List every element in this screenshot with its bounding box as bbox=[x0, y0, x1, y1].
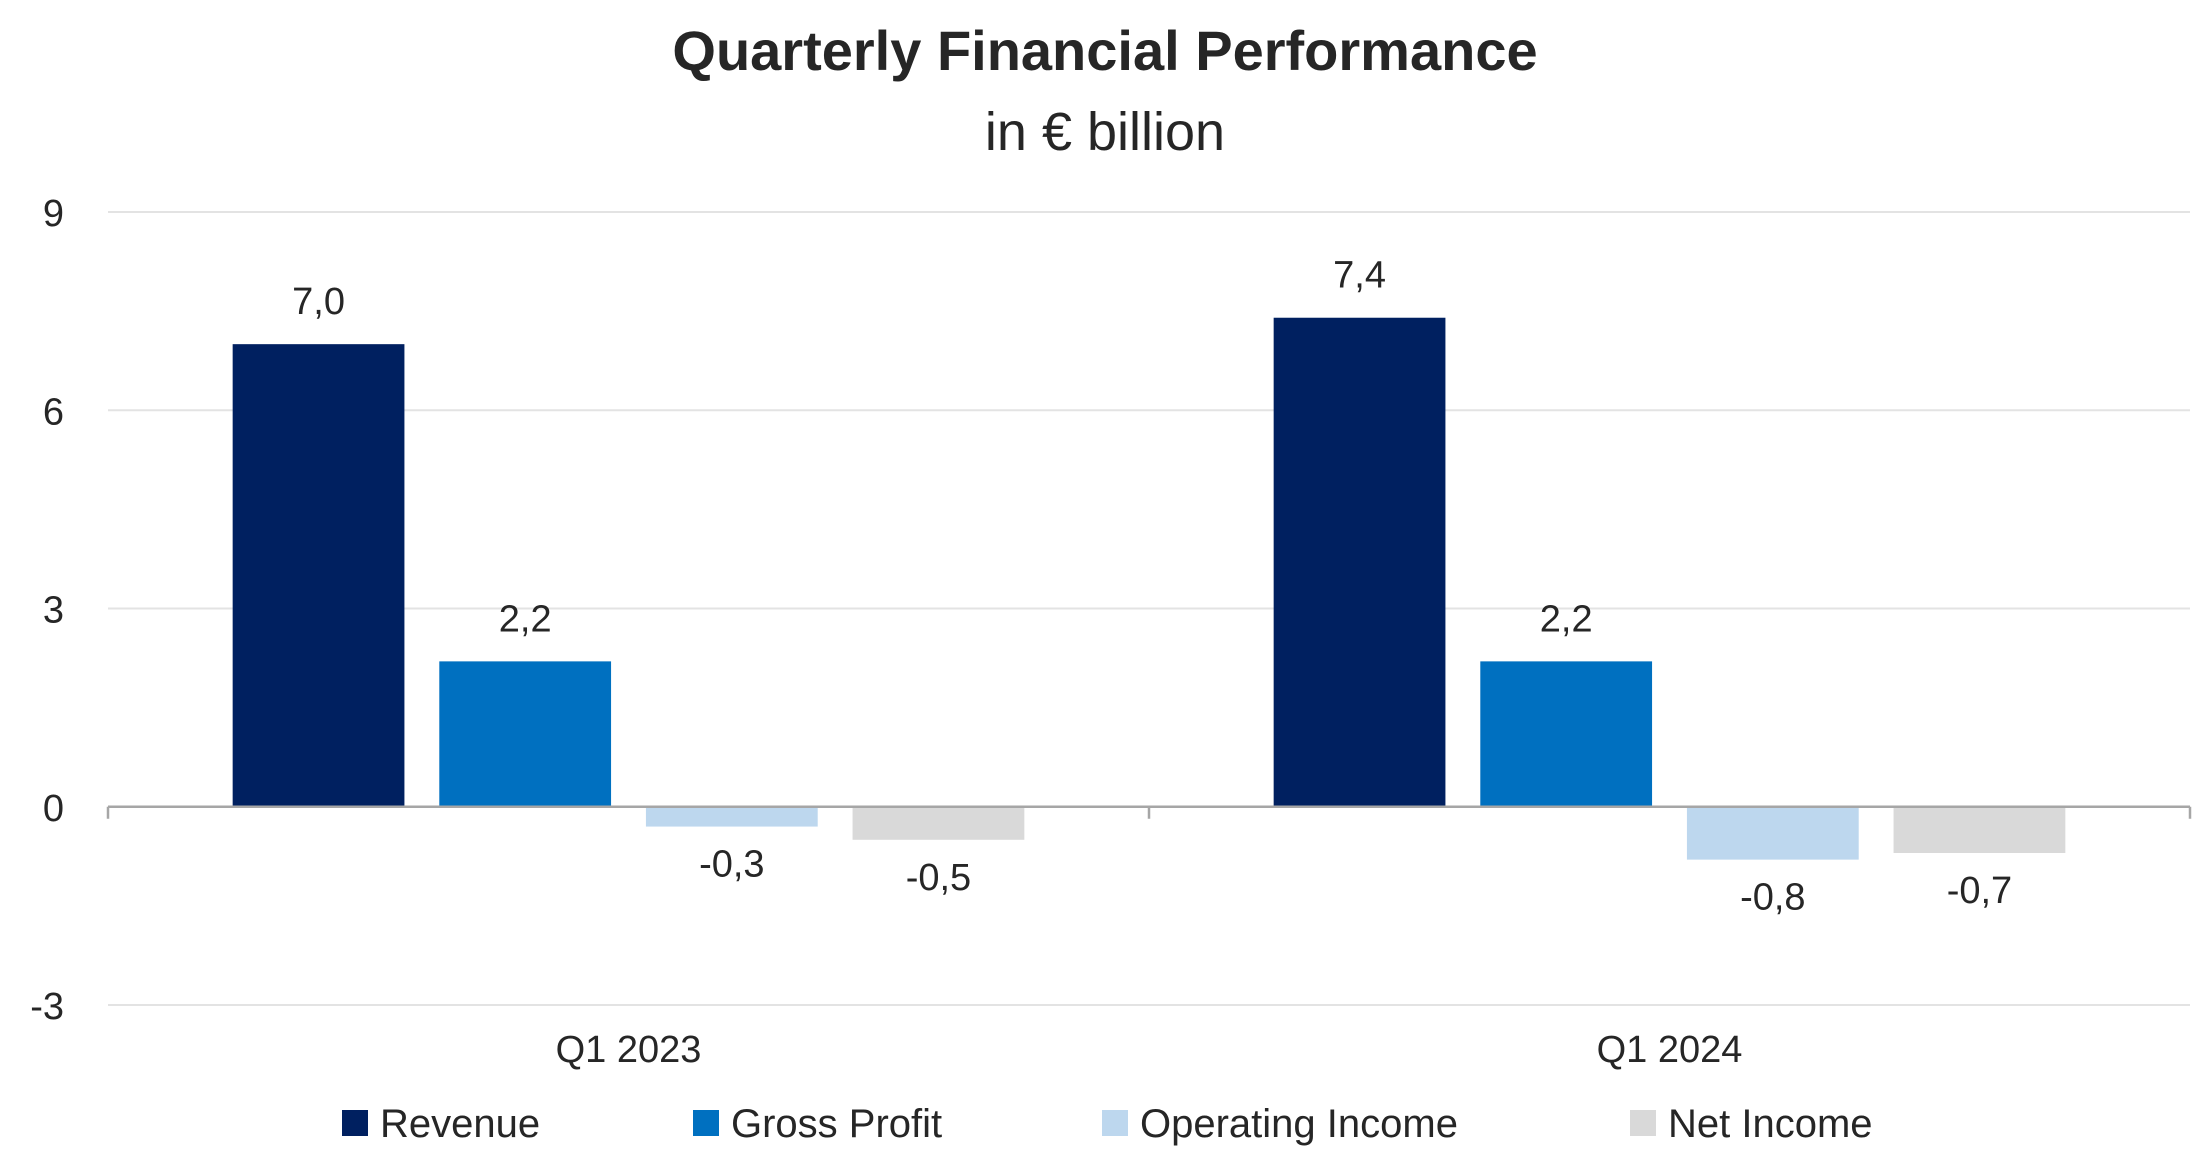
bar-gross-profit bbox=[439, 661, 612, 807]
legend-swatch-gross-profit bbox=[693, 1110, 719, 1136]
legend-swatch-revenue bbox=[342, 1110, 368, 1136]
legend-label: Gross Profit bbox=[731, 1102, 942, 1146]
legend-label: Net Income bbox=[1668, 1102, 1873, 1146]
legend-label: Revenue bbox=[380, 1102, 540, 1146]
y-tick-label: -3 bbox=[30, 986, 64, 1028]
data-label: 7,0 bbox=[292, 281, 345, 323]
bar-revenue bbox=[1273, 317, 1446, 807]
y-tick-label: 3 bbox=[43, 590, 64, 632]
chart-title: Quarterly Financial Performance bbox=[672, 19, 1537, 82]
bars bbox=[232, 317, 2066, 860]
bar-operating-income bbox=[1686, 806, 1859, 860]
data-label: -0,7 bbox=[1947, 870, 2012, 912]
bar-operating-income bbox=[645, 806, 818, 827]
data-label: 2,2 bbox=[1540, 598, 1593, 640]
legend-label: Operating Income bbox=[1140, 1102, 1458, 1146]
bar-net-income bbox=[1893, 806, 2066, 854]
chart-subtitle: in € billion bbox=[985, 102, 1225, 162]
data-labels: 7,0 2,2 -0,3 -0,5 7,4 2,2 -0,8 -0,7 bbox=[292, 255, 2012, 919]
y-tick-label: 9 bbox=[43, 193, 64, 235]
y-axis: -3 0 3 6 9 bbox=[30, 193, 64, 1028]
data-label: -0,3 bbox=[699, 844, 764, 886]
x-axis: Q1 2023 Q1 2024 bbox=[106, 805, 2192, 1071]
y-tick-label: 0 bbox=[43, 788, 64, 830]
data-label: 7,4 bbox=[1333, 255, 1386, 297]
gridlines bbox=[108, 211, 2190, 1006]
bar-net-income bbox=[852, 806, 1025, 840]
bar-gross-profit bbox=[1480, 661, 1653, 807]
data-label: -0,5 bbox=[906, 857, 971, 899]
data-label: 2,2 bbox=[499, 598, 552, 640]
legend-swatch-operating-income bbox=[1102, 1110, 1128, 1136]
x-category-label: Q1 2023 bbox=[556, 1029, 702, 1071]
y-tick-label: 6 bbox=[43, 391, 64, 433]
data-label: -0,8 bbox=[1740, 877, 1805, 919]
legend: Revenue Gross Profit Operating Income Net I… bbox=[342, 1102, 1873, 1146]
x-category-label: Q1 2024 bbox=[1597, 1029, 1743, 1071]
bar-revenue bbox=[232, 344, 405, 807]
legend-swatch-net-income bbox=[1630, 1110, 1656, 1136]
